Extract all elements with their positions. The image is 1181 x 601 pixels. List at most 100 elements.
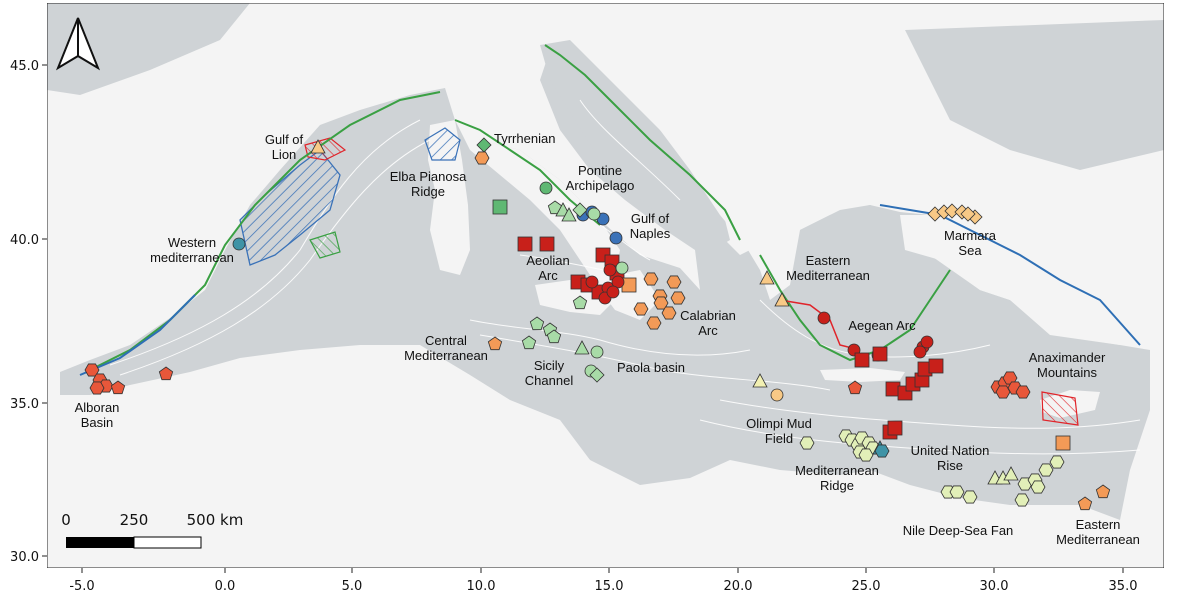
site-marker [589,367,605,383]
mpa-western-med-blue [239,149,341,266]
site-marker [603,263,617,277]
balkans-greece [640,90,800,300]
site-markers [84,137,1111,511]
site-marker [1038,463,1054,477]
site-marker [995,385,1011,399]
svg-text:35.0: 35.0 [10,397,39,412]
site-marker [232,237,246,251]
site-marker [1077,496,1093,511]
x-tick: 5.0 [342,568,363,594]
site-marker [920,335,934,349]
label-eastern-mediterranean-south: Eastern Mediterranean [1056,517,1140,547]
site-marker [670,291,686,305]
site-marker [487,336,503,351]
site-marker [944,203,960,219]
region-labels: Gulf of Lion Elba Pianosa Ridge Tyrrhenian… [75,131,1140,547]
svg-text:45.0: 45.0 [10,59,39,74]
contour-lines [109,99,1141,455]
site-marker [759,270,775,285]
site-marker [521,335,537,350]
site-marker [546,329,562,344]
svg-text:15.0: 15.0 [595,579,624,594]
label-central-mediterranean: Central Mediterranean [404,333,488,363]
black-sea [905,20,1164,170]
map-area [47,3,1164,568]
northwest-sea [47,3,250,95]
svg-text:10.0: 10.0 [467,579,496,594]
svg-text:30.0: 30.0 [10,550,39,565]
site-marker [572,295,588,310]
adriatic-sea [540,40,730,255]
site-marker [661,306,677,320]
coast-blue-turkey [879,204,1141,346]
label-nile-deep-sea-fan: Nile Deep-Sea Fan [903,523,1014,538]
label-pontine-archipelago: Pontine Archipelago [566,163,635,193]
site-marker [492,199,508,215]
site-marker [110,380,126,395]
site-marker [770,388,784,402]
label-sicily-channel: Sicily Channel [525,358,574,388]
site-marker [585,275,599,289]
site-marker [539,236,555,252]
y-axis: 45.0 40.0 35.0 30.0 [10,59,47,565]
site-marker [539,181,553,195]
site-marker [799,436,815,450]
x-tick: 25.0 [852,568,880,594]
label-anaximander-mountains: Anaximander Mountains [1029,350,1106,380]
scale-label: 0 [61,511,71,529]
site-marker [913,345,927,359]
label-elba-pianosa-ridge: Elba Pianosa Ridge [390,169,467,199]
site-marker [847,380,863,395]
y-tick: 30.0 [10,550,47,565]
site-marker [590,345,604,359]
y-tick: 40.0 [10,233,47,248]
site-marker [872,346,888,362]
x-tick: 30.0 [980,568,1008,594]
site-marker [1055,435,1071,451]
x-tick: 15.0 [595,568,624,594]
north-africa [47,350,1164,568]
scale-bar: 0 250 500 km [61,511,244,549]
coast-blue-spain [79,294,196,376]
site-marker [874,444,890,458]
site-marker [752,373,768,388]
x-tick: -5.0 [69,568,95,594]
site-marker [615,261,629,275]
site-marker [643,272,659,286]
label-aegean-arc: Aegean Arc [848,318,916,333]
site-marker [574,340,590,355]
site-marker [854,352,870,368]
x-tick: 35.0 [1109,568,1138,594]
svg-text:5.0: 5.0 [342,579,363,594]
label-paola-basin: Paola basin [617,360,685,375]
site-marker [960,206,976,222]
coast-green-adriatic [544,44,741,241]
turkey-land [900,215,1164,345]
x-tick: 20.0 [724,568,753,594]
label-marmara-sea: Marmara Sea [944,228,997,258]
site-marker [587,207,601,221]
coast-green-italy [454,119,601,226]
site-marker [529,316,545,331]
site-marker [572,202,588,218]
site-marker [962,490,978,504]
svg-text:-5.0: -5.0 [69,579,94,594]
svg-text:20.0: 20.0 [724,579,753,594]
scale-label: 500 km [187,511,244,529]
site-marker [547,200,563,215]
site-marker [474,151,490,165]
site-marker [1015,385,1031,399]
site-marker [928,358,944,374]
scale-label: 250 [120,511,149,529]
mpa-green-1 [309,231,341,259]
crete [820,368,905,382]
label-aeolian-arc: Aeolian Arc [526,253,569,283]
svg-text:35.0: 35.0 [1109,579,1138,594]
site-marker [611,275,625,289]
marine-protected-areas [79,44,1141,426]
svg-text:0.0: 0.0 [215,579,236,594]
site-marker [774,292,790,307]
x-tick: 10.0 [467,568,496,594]
label-tyrrhenian: Tyrrhenian [494,131,555,146]
site-marker [858,448,874,462]
